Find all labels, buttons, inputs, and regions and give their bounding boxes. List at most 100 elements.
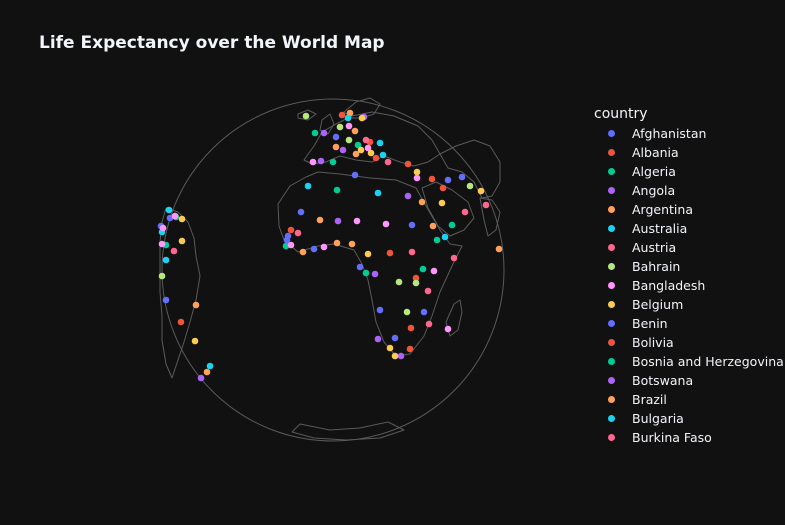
country-marker[interactable] [345, 136, 353, 144]
legend-item[interactable]: Brazil [594, 390, 785, 409]
country-marker[interactable] [441, 233, 449, 241]
country-markers[interactable] [157, 109, 503, 382]
country-marker[interactable] [371, 270, 379, 278]
country-marker[interactable] [320, 129, 328, 137]
legend-item[interactable]: Belgium [594, 295, 785, 314]
country-marker[interactable] [356, 263, 364, 271]
country-marker[interactable] [425, 320, 433, 328]
country-marker[interactable] [412, 279, 420, 287]
country-marker[interactable] [304, 182, 312, 190]
country-marker[interactable] [408, 248, 416, 256]
country-marker[interactable] [461, 208, 469, 216]
country-marker[interactable] [404, 192, 412, 200]
country-marker[interactable] [333, 239, 341, 247]
country-marker[interactable] [177, 318, 185, 326]
country-marker[interactable] [374, 189, 382, 197]
country-marker[interactable] [309, 158, 317, 166]
country-marker[interactable] [197, 374, 205, 382]
country-marker[interactable] [336, 123, 344, 131]
country-marker[interactable] [311, 129, 319, 137]
country-marker[interactable] [430, 267, 438, 275]
country-marker[interactable] [407, 324, 415, 332]
country-marker[interactable] [424, 287, 432, 295]
country-marker[interactable] [413, 168, 421, 176]
country-marker[interactable] [382, 220, 390, 228]
country-marker[interactable] [362, 269, 370, 277]
country-marker[interactable] [346, 109, 354, 117]
country-marker[interactable] [357, 146, 365, 154]
country-marker[interactable] [353, 217, 361, 225]
legend-item[interactable]: Angola [594, 181, 785, 200]
legend-item[interactable]: Austria [594, 238, 785, 257]
country-marker[interactable] [299, 248, 307, 256]
country-marker[interactable] [450, 254, 458, 262]
country-marker[interactable] [391, 352, 399, 360]
legend-item[interactable]: Algeria [594, 162, 785, 181]
country-marker[interactable] [287, 241, 295, 249]
country-marker[interactable] [203, 368, 211, 376]
country-marker[interactable] [316, 216, 324, 224]
country-marker[interactable] [171, 212, 179, 220]
country-marker[interactable] [310, 245, 318, 253]
country-marker[interactable] [433, 236, 441, 244]
country-marker[interactable] [287, 226, 295, 234]
legend-item[interactable]: Albania [594, 143, 785, 162]
country-marker[interactable] [345, 122, 353, 130]
country-marker[interactable] [297, 208, 305, 216]
country-marker[interactable] [206, 362, 214, 370]
country-marker[interactable] [438, 199, 446, 207]
country-marker[interactable] [364, 250, 372, 258]
country-marker[interactable] [351, 127, 359, 135]
legend-item[interactable]: Botswana [594, 371, 785, 390]
country-marker[interactable] [408, 221, 416, 229]
country-marker[interactable] [444, 176, 452, 184]
country-marker[interactable] [403, 308, 411, 316]
country-marker[interactable] [420, 308, 428, 316]
country-marker[interactable] [338, 111, 346, 119]
country-marker[interactable] [428, 175, 436, 183]
country-marker[interactable] [374, 335, 382, 343]
country-marker[interactable] [444, 325, 452, 333]
country-marker[interactable] [191, 337, 199, 345]
country-marker[interactable] [294, 229, 302, 237]
country-marker[interactable] [376, 139, 384, 147]
country-marker[interactable] [166, 214, 174, 222]
country-marker[interactable] [395, 278, 403, 286]
country-marker[interactable] [162, 256, 170, 264]
country-marker[interactable] [332, 133, 340, 141]
country-marker[interactable] [339, 146, 347, 154]
country-marker[interactable] [192, 301, 200, 309]
legend-item[interactable]: Benin [594, 314, 785, 333]
country-marker[interactable] [354, 141, 362, 149]
country-marker[interactable] [158, 240, 166, 248]
legend-item[interactable]: Bosnia and Herzegovina [594, 352, 785, 371]
legend-item[interactable]: Bahrain [594, 257, 785, 276]
legend-item[interactable]: Afghanistan [594, 124, 785, 143]
country-marker[interactable] [348, 240, 356, 248]
country-marker[interactable] [391, 334, 399, 342]
country-marker[interactable] [351, 171, 359, 179]
country-marker[interactable] [376, 306, 384, 314]
country-marker[interactable] [419, 265, 427, 273]
country-marker[interactable] [178, 215, 186, 223]
country-marker[interactable] [352, 150, 360, 158]
country-marker[interactable] [333, 186, 341, 194]
country-marker[interactable] [320, 243, 328, 251]
globe-map[interactable] [0, 0, 585, 525]
legend-item[interactable]: Bolivia [594, 333, 785, 352]
legend-item[interactable]: Argentina [594, 200, 785, 219]
country-marker[interactable] [458, 173, 466, 181]
country-marker[interactable] [495, 245, 503, 253]
country-marker[interactable] [379, 151, 387, 159]
country-marker[interactable] [404, 160, 412, 168]
legend-item[interactable]: Australia [594, 219, 785, 238]
country-marker[interactable] [397, 352, 405, 360]
country-marker[interactable] [384, 158, 392, 166]
country-marker[interactable] [283, 236, 291, 244]
country-marker[interactable] [477, 187, 485, 195]
country-marker[interactable] [448, 221, 456, 229]
country-marker[interactable] [334, 217, 342, 225]
country-marker[interactable] [162, 296, 170, 304]
country-marker[interactable] [386, 344, 394, 352]
country-marker[interactable] [406, 345, 414, 353]
